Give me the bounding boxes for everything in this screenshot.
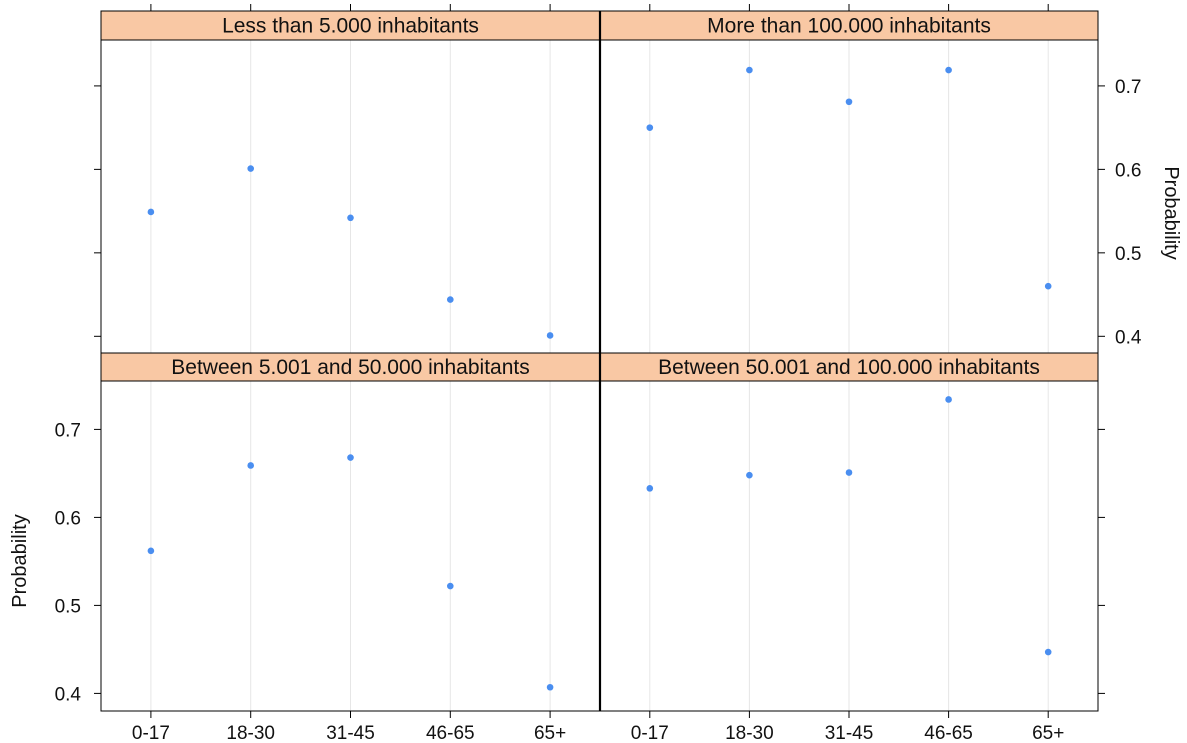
data-point [845, 469, 853, 476]
y-tick-label: 0.4 [55, 684, 82, 705]
panel-title: More than 100.000 inhabitants [707, 15, 991, 38]
x-tick-label: 46-65 [924, 723, 973, 743]
x-tick-label: 18-30 [226, 723, 275, 743]
y-tick-label: 0.7 [1115, 77, 1141, 98]
data-point [546, 683, 554, 691]
grid-layer [150, 40, 1049, 711]
x-tick-label: 65+ [1032, 723, 1064, 743]
y-tick-label: 0.6 [1115, 160, 1141, 181]
x-tick-label: 0-17 [132, 723, 170, 743]
panel-title: Less than 5.000 inhabitants [222, 15, 479, 38]
y-tick-label: 0.5 [1115, 244, 1141, 265]
data-point [1044, 282, 1052, 290]
panel-strip [599, 10, 1099, 41]
x-tick-label: 0-17 [631, 723, 669, 743]
axes-layer: 0.4 0.5 0.6 0.7 0.4 0.5 0.6 0.7 0-17 18-30 31-45 46… [55, 4, 1142, 743]
data-point [646, 124, 654, 131]
data-point [347, 214, 354, 222]
data-point [247, 165, 254, 172]
x-tick-label: 31-45 [825, 723, 874, 743]
x-tick-label: 18-30 [725, 723, 774, 743]
y-tick-label: 0.6 [55, 508, 81, 529]
data-point [845, 98, 853, 106]
data-point [646, 485, 654, 492]
y-axis-title-right: Probability [1160, 166, 1182, 259]
data-point [546, 332, 554, 339]
data-point [347, 454, 354, 461]
y-tick-label: 0.7 [55, 420, 81, 441]
x-tick-label: 46-65 [426, 723, 475, 743]
data-point [147, 547, 155, 555]
data-point [147, 208, 155, 216]
panel-title: Between 5.001 and 50.000 inhabitants [171, 356, 529, 379]
y-tick-label: 0.5 [55, 596, 81, 617]
x-tick-label: 65+ [534, 723, 566, 743]
x-tick-label: 31-45 [326, 723, 375, 743]
data-point [447, 582, 454, 590]
data-point [247, 462, 254, 469]
data-point [945, 396, 952, 403]
data-point [746, 66, 753, 74]
data-point [746, 471, 753, 479]
y-axis-title-left: Probability [9, 514, 31, 607]
points-layer [147, 66, 1052, 691]
data-point [1044, 648, 1052, 656]
y-tick-label: 0.4 [1115, 327, 1142, 348]
data-point [447, 296, 454, 303]
data-point [945, 66, 952, 74]
panel-title: Between 50.001 and 100.000 inhabitants [658, 356, 1040, 379]
